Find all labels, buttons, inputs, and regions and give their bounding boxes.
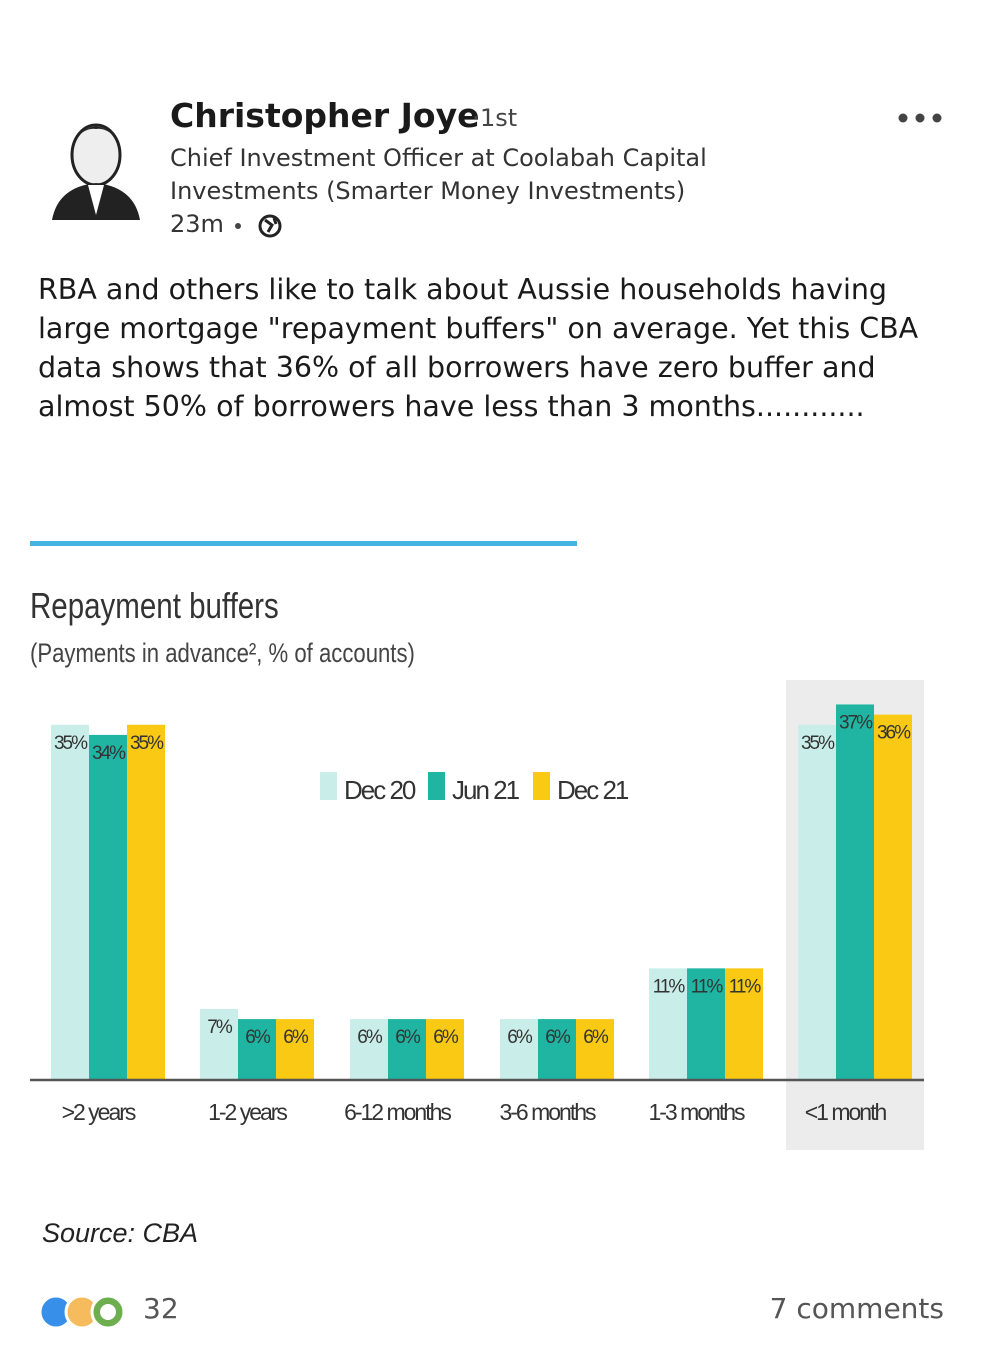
x-tick-label: 3-6 months	[499, 1099, 596, 1125]
accent-line	[30, 541, 577, 546]
bar	[200, 1008, 238, 1080]
value-label: 35%	[130, 733, 164, 754]
bar	[500, 1019, 538, 1080]
value-label: 6%	[507, 1027, 533, 1048]
bar	[127, 724, 165, 1080]
value-label: 11%	[729, 976, 762, 997]
bar	[725, 968, 763, 1080]
legend-label: Dec 21	[557, 775, 629, 805]
value-label: 36%	[877, 723, 911, 744]
bar	[538, 1019, 576, 1080]
value-label: 35%	[801, 733, 835, 754]
value-label: 6%	[583, 1027, 609, 1048]
chart: Repayment buffers (Payments in advance²,…	[30, 541, 924, 1248]
value-label: 7%	[207, 1017, 233, 1038]
chart-subtitle: (Payments in advance², % of accounts)	[30, 639, 415, 669]
value-label: 11%	[691, 976, 724, 997]
bar	[687, 968, 725, 1080]
x-tick-label: 1-3 months	[648, 1099, 745, 1125]
bar	[576, 1019, 614, 1080]
value-label: 37%	[839, 712, 873, 733]
reaction-count[interactable]: 32	[143, 1292, 179, 1325]
bar	[836, 704, 874, 1080]
x-tick-label: 6-12 months	[344, 1099, 451, 1125]
value-label: 34%	[92, 743, 126, 764]
connection-degree: 1st	[480, 104, 518, 132]
more-menu[interactable]	[895, 108, 949, 128]
value-label: 11%	[653, 976, 686, 997]
bar	[388, 1019, 426, 1080]
bar	[51, 724, 89, 1080]
comment-count[interactable]: 7 comments	[769, 1292, 944, 1325]
bar	[798, 724, 836, 1080]
post-text: RBA and others like to talk about Aussie…	[38, 273, 919, 423]
headline: Chief Investment Officer at Coolabah Cap…	[170, 144, 707, 205]
bar	[426, 1019, 464, 1080]
value-label: 6%	[357, 1027, 383, 1048]
x-tick-label: >2 years	[62, 1099, 136, 1125]
chart-source: Source: CBA	[42, 1218, 198, 1248]
legend-swatch	[320, 772, 337, 800]
x-tick-label: 1-2 years	[208, 1099, 287, 1125]
legend-swatch	[428, 772, 445, 800]
reaction-icons[interactable]	[38, 1292, 134, 1332]
separator: ·	[472, 104, 480, 132]
bar	[649, 968, 687, 1080]
chart-title: Repayment buffers	[30, 585, 279, 625]
author-name[interactable]: Christopher Joye	[170, 96, 480, 135]
bar	[276, 1019, 314, 1080]
value-label: 6%	[395, 1027, 421, 1048]
x-tick-label: <1 month	[805, 1099, 887, 1125]
visibility-icon	[235, 214, 282, 238]
bar	[89, 734, 127, 1080]
legend-label: Jun 21	[452, 775, 520, 805]
bar	[238, 1019, 276, 1080]
value-label: 6%	[433, 1027, 459, 1048]
legend-label: Dec 20	[344, 775, 416, 805]
value-label: 6%	[283, 1027, 309, 1048]
value-label: 6%	[245, 1027, 271, 1048]
bar	[874, 714, 912, 1080]
post-time: 23m	[170, 210, 224, 238]
value-label: 35%	[54, 733, 88, 754]
avatar[interactable]	[48, 115, 144, 225]
bar	[350, 1019, 388, 1080]
value-label: 6%	[545, 1027, 571, 1048]
legend-swatch	[533, 772, 550, 800]
